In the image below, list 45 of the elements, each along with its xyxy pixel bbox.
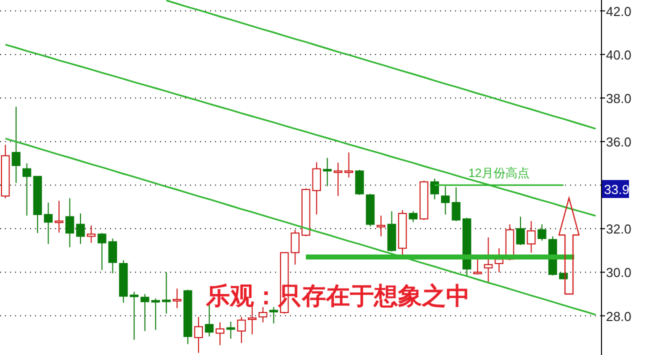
text: 33.9 [604, 182, 630, 197]
candlestick [538, 224, 546, 242]
candlestick [130, 291, 139, 340]
candlestick [22, 162, 32, 216]
candlestick [65, 198, 74, 248]
candlestick [312, 162, 321, 216]
candlestick [54, 200, 64, 234]
y-tick-label: 38.0 [606, 91, 632, 106]
candlestick [44, 202, 53, 244]
candlestick [216, 322, 224, 346]
candlestick [344, 152, 354, 178]
candlestick [441, 186, 450, 216]
candlestick [140, 294, 150, 332]
candlestick [334, 162, 342, 197]
candlestick [258, 306, 268, 323]
candlestick [355, 169, 364, 196]
candlestick [172, 288, 182, 309]
candlestick [226, 321, 236, 340]
candlestick [98, 232, 106, 271]
candlestick [408, 210, 418, 223]
candlestick [473, 258, 482, 275]
candlestick [269, 306, 278, 324]
candlestick [86, 224, 96, 244]
candlestick [290, 229, 300, 266]
y-tick-label: 36.0 [606, 134, 632, 150]
candlestick [194, 316, 203, 354]
candlestick [151, 298, 160, 330]
candlestick [237, 316, 246, 344]
y-tick-label: 28.0 [606, 308, 632, 324]
y-tick-label: 40.0 [606, 47, 632, 62]
y-tick-label: 42.0 [606, 4, 632, 19]
series-label: 12月份高点 [468, 166, 530, 180]
candlestick [516, 216, 525, 246]
candlestick [452, 186, 460, 222]
y-tick-label: 30.0 [606, 265, 632, 280]
candlestick [484, 236, 493, 284]
candlestick [108, 238, 118, 274]
candlestick [162, 272, 171, 314]
candlestick [12, 106, 20, 184]
candlestick [376, 215, 386, 237]
y-tick-label: 32.0 [606, 222, 632, 237]
candlestick [322, 157, 332, 187]
candlestick [76, 212, 85, 244]
candlestick [526, 220, 536, 254]
candlestick [248, 306, 257, 335]
